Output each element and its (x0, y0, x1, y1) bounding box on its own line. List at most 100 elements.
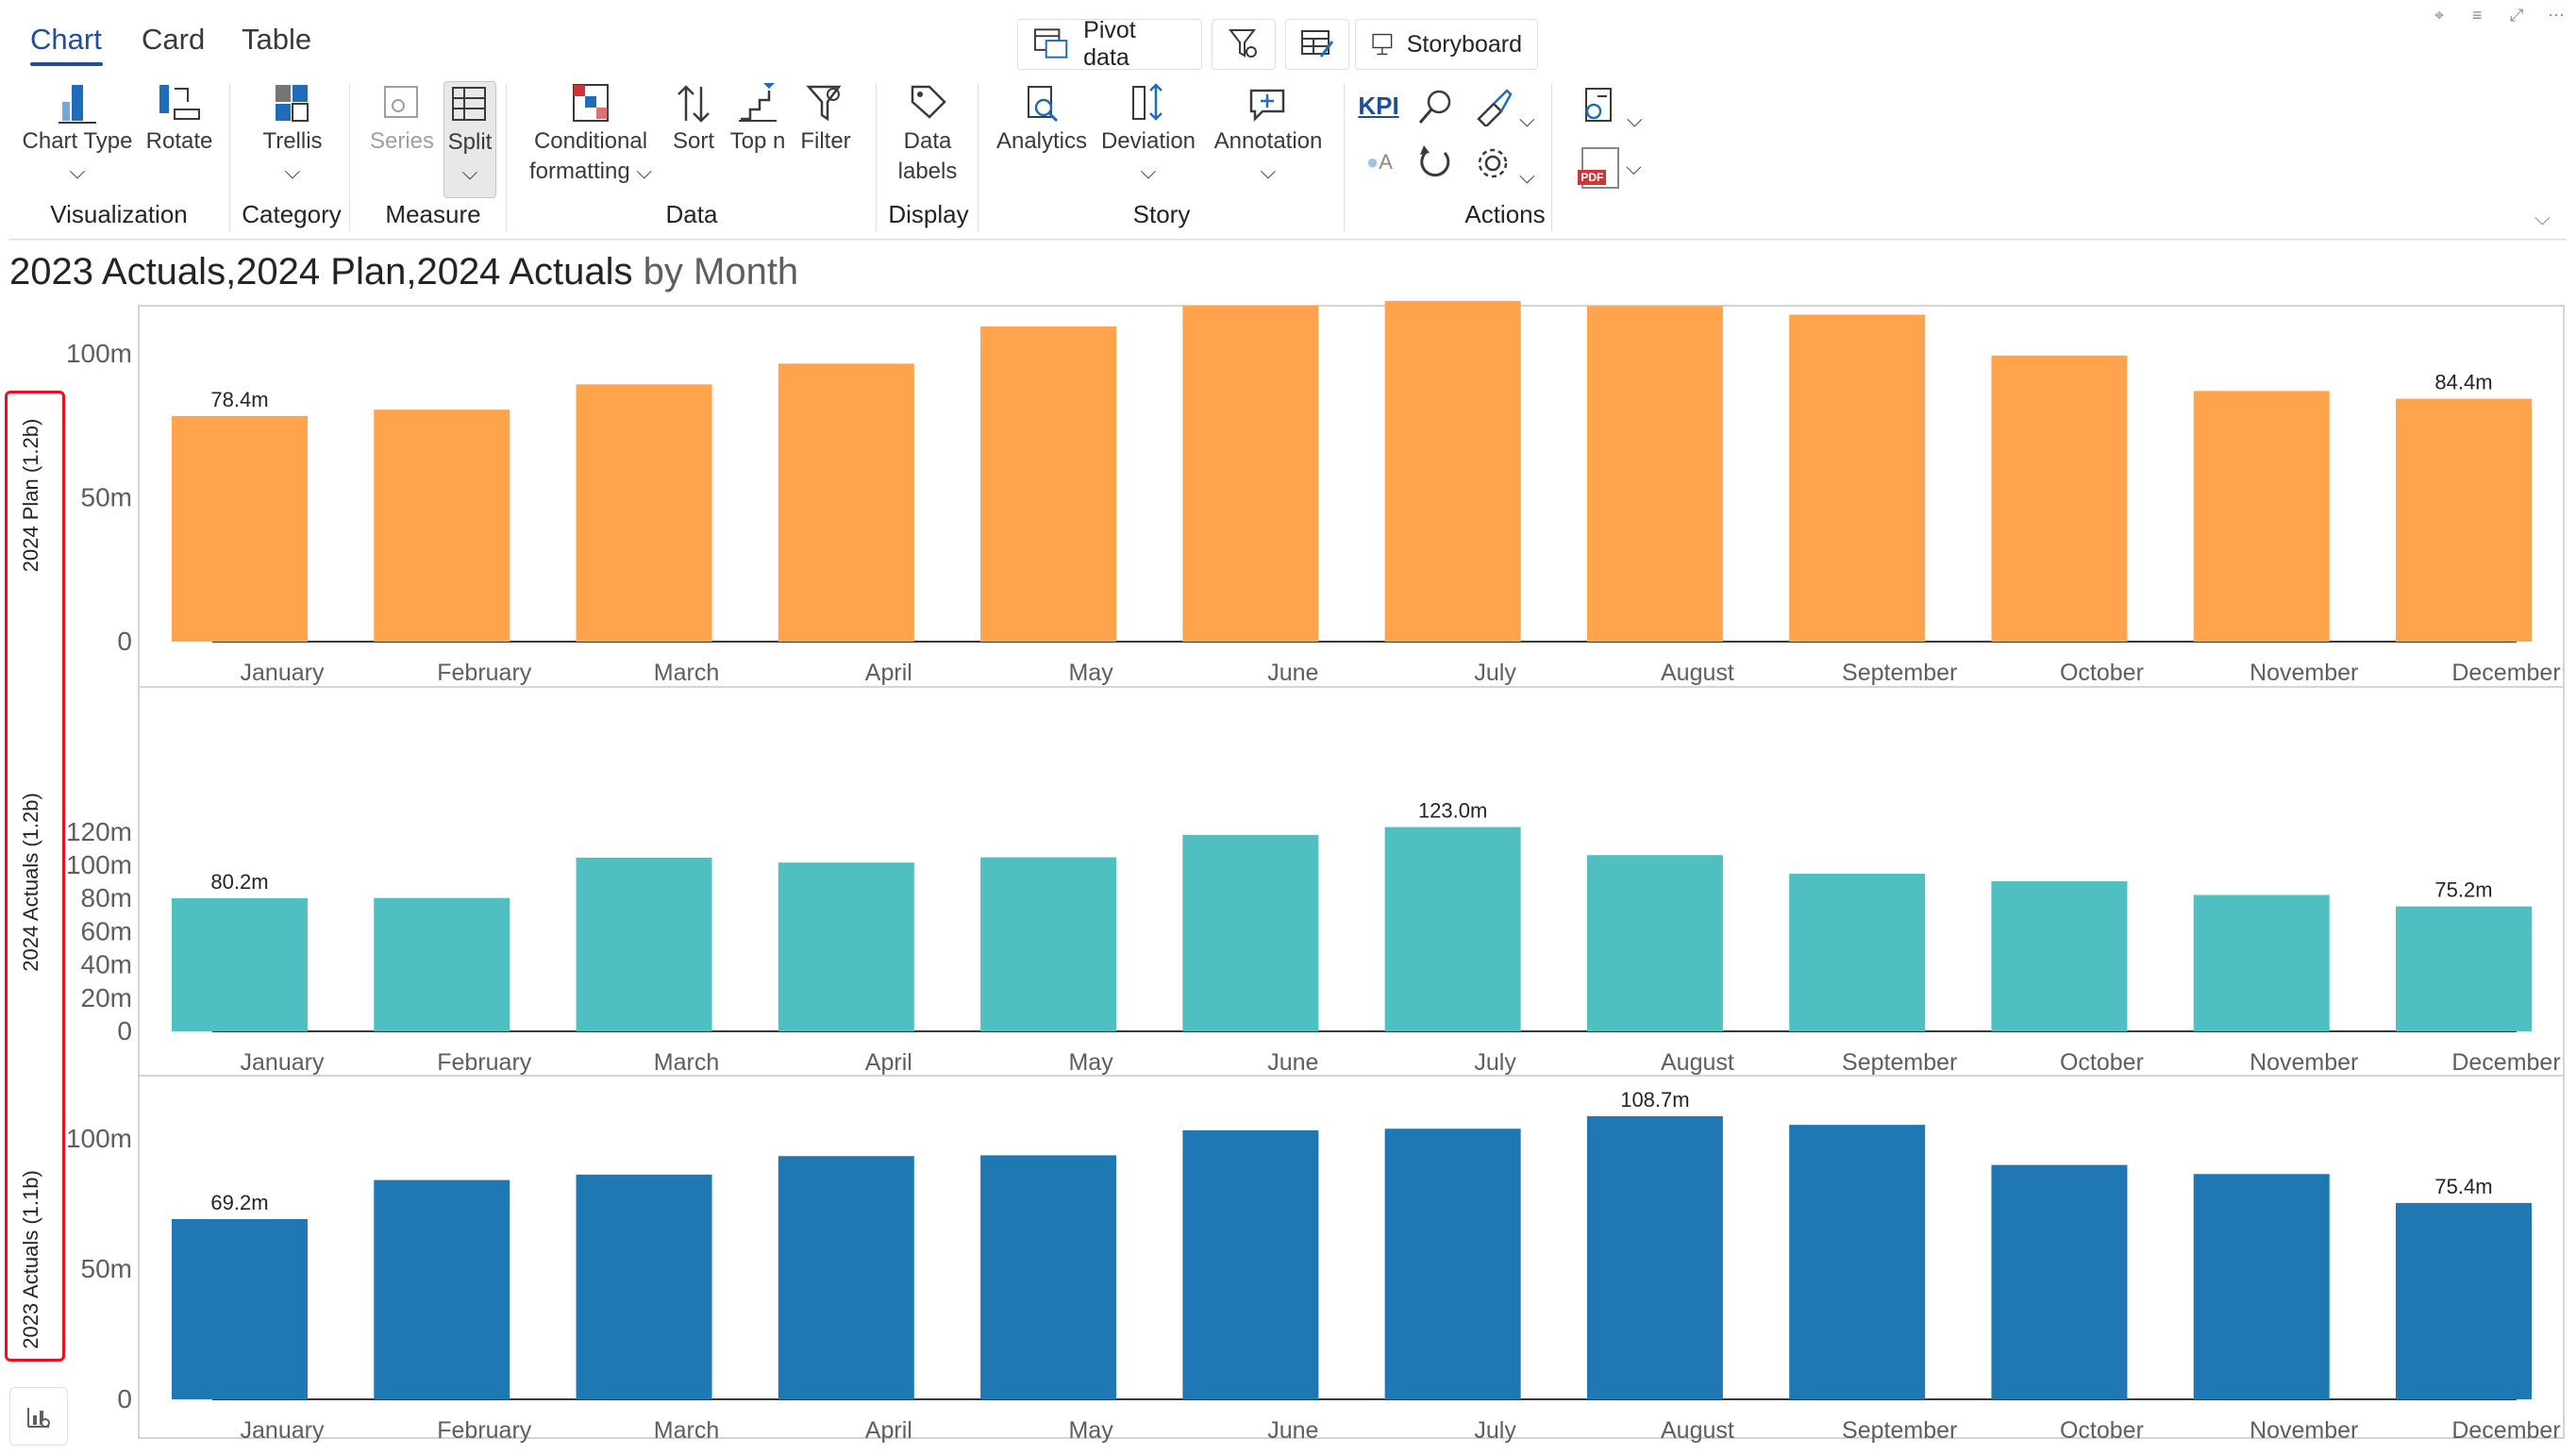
kpi-label: KPI (1358, 92, 1399, 120)
tab-chart[interactable]: Chart (30, 23, 102, 56)
data-label: 84.4m (2434, 371, 2492, 394)
expand-icon[interactable]: ⤢ (2510, 6, 2524, 25)
y-tick-label: 100m (66, 1124, 132, 1153)
search-button[interactable] (1412, 87, 1461, 126)
trellis-label: Trellis (262, 128, 323, 154)
trellis-icon (276, 85, 309, 122)
storyboard-icon (1372, 33, 1393, 56)
separator (1344, 83, 1345, 232)
chevron-down-icon: ⌵ (284, 159, 301, 183)
panel-label: 2024 Actuals (1.2b) (19, 793, 42, 972)
group-label-display: Display (888, 200, 969, 228)
filter-settings-button[interactable] (1212, 19, 1276, 70)
split-button[interactable]: Split ⌵ (443, 81, 496, 198)
x-tick-label: February (437, 1417, 532, 1444)
ribbon-shadow (9, 239, 2567, 242)
y-tick-label: 120m (66, 817, 132, 846)
menu-icon[interactable]: ≡ (2472, 6, 2483, 25)
top-n-button[interactable]: Top n (725, 81, 791, 157)
rotate-button[interactable]: Rotate (142, 81, 217, 157)
y-tick-label: 0 (117, 1384, 132, 1413)
trellis-button[interactable]: Trellis ⌵ (249, 81, 336, 187)
y-tick-label: 50m (81, 483, 132, 512)
analytics-label: Analytics (995, 128, 1088, 154)
tab-card[interactable]: Card (142, 23, 206, 56)
bar (374, 897, 510, 1031)
data-labels-button[interactable]: Data labels (887, 81, 968, 187)
bar (1789, 314, 1926, 642)
x-tick-label: September (1842, 1049, 1957, 1076)
deviation-button[interactable]: Deviation ⌵ (1096, 81, 1200, 187)
chart-options-icon (27, 1408, 50, 1428)
x-tick-label: October (2060, 1417, 2144, 1444)
group-label-story: Story (1132, 200, 1191, 228)
y-tick-label: 20m (81, 983, 132, 1012)
group-label-data: Data (665, 200, 718, 228)
active-tab-indicator (30, 62, 103, 66)
storyboard-button[interactable]: Storyboard (1355, 19, 1538, 70)
separator (1551, 83, 1552, 232)
annotation-icon (1249, 89, 1285, 123)
sort-icon (677, 85, 710, 123)
bar (2193, 895, 2330, 1031)
chart-options-button[interactable] (9, 1387, 68, 1446)
filter-button[interactable]: Filter (795, 81, 857, 157)
pivot-icon (1033, 28, 1068, 59)
x-tick-label: December (2451, 660, 2560, 686)
y-tick-label: 0 (117, 1016, 132, 1045)
separator (506, 83, 507, 232)
x-tick-label: October (2060, 660, 2144, 686)
separator (349, 83, 350, 232)
bar (1991, 355, 2128, 642)
x-tick-label: March (654, 1417, 719, 1444)
chevron-down-icon: ⌵ (69, 159, 86, 183)
pivot-data-button[interactable]: Pivot data (1017, 17, 1202, 71)
chart-type-button[interactable]: Chart Type ⌵ (19, 81, 136, 187)
more-icon[interactable]: ⋯ (2548, 6, 2565, 25)
collapse-ribbon-icon[interactable]: ⌵ (2534, 206, 2551, 229)
bar (1586, 306, 1723, 642)
group-label-measure: Measure (385, 200, 481, 228)
rotate-label: Rotate (145, 128, 213, 154)
group-label-actions: Actions (1464, 200, 1546, 228)
bar (980, 857, 1117, 1031)
conditional-formatting-button[interactable]: Conditional formatting ⌵ (521, 81, 661, 187)
kpi-button[interactable]: KPI (1355, 91, 1402, 121)
export-button[interactable]: ⌵ (1572, 85, 1651, 135)
table-edit-button[interactable] (1285, 19, 1349, 70)
brush-button[interactable]: ⌵ (1468, 87, 1540, 135)
tab-table[interactable]: Table (242, 23, 312, 56)
series-label: Series (369, 128, 435, 154)
x-tick-label: July (1474, 1049, 1516, 1076)
panel-label: 2023 Actuals (1.1b) (19, 1170, 42, 1349)
data-label: 78.4m (210, 388, 268, 411)
sort-button[interactable]: Sort (666, 81, 721, 157)
search-icon (1418, 90, 1451, 124)
y-tick-label: 100m (66, 850, 132, 879)
chevron-down-icon: ⌵ (1260, 159, 1277, 183)
filter-icon (806, 85, 842, 122)
reset-button[interactable] (1412, 143, 1461, 183)
y-tick-label: 60m (81, 916, 132, 945)
annotation-button[interactable]: Annotation ⌵ (1206, 81, 1330, 187)
pivot-data-label: Pivot data (1083, 17, 1136, 71)
sort-label: Sort (672, 128, 714, 154)
export-icon (1585, 88, 1613, 122)
data-label: 69.2m (210, 1191, 268, 1214)
x-tick-label: August (1661, 660, 1734, 686)
analytics-icon (1028, 86, 1059, 123)
bar (1991, 1164, 2128, 1399)
x-tick-label: November (2250, 1417, 2358, 1444)
chevron-down-icon: ⌵ (1626, 108, 1643, 131)
settings-button[interactable]: ⌵ (1468, 143, 1540, 192)
bar (2396, 1202, 2532, 1399)
series-button[interactable]: Series (366, 81, 438, 157)
pin-icon[interactable]: ⌖ (2434, 6, 2445, 25)
analytics-button[interactable]: Analytics (991, 81, 1093, 157)
reset-icon (1420, 145, 1450, 177)
chevron-down-icon: ⌵ (461, 160, 478, 184)
bar (778, 1156, 914, 1399)
a-toggle-button[interactable]: ●A (1355, 147, 1404, 177)
x-tick-label: June (1267, 1417, 1318, 1444)
pdf-export-button[interactable]: PDF ⌵ (1572, 147, 1651, 189)
